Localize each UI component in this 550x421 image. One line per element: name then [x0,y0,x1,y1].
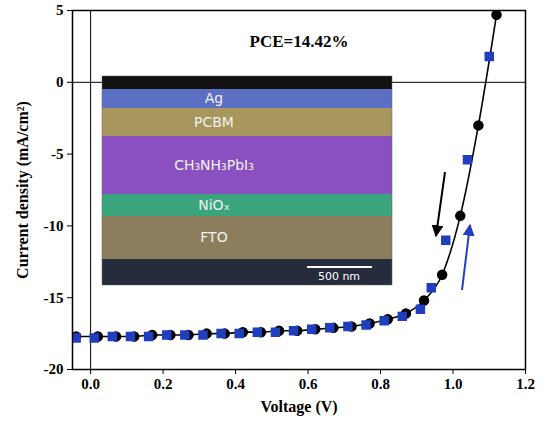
svg-text:-20: -20 [44,361,64,377]
svg-text:NiOₓ: NiOₓ [198,197,230,213]
svg-text:FTO: FTO [200,229,227,245]
svg-text:Current density (mA/cm²): Current density (mA/cm²) [14,101,32,279]
svg-text:5: 5 [56,2,64,18]
svg-text:PCBM: PCBM [194,114,234,130]
svg-text:-15: -15 [44,290,64,306]
svg-text:PCE=14.42%: PCE=14.42% [250,32,349,51]
svg-text:0.8: 0.8 [371,376,390,392]
svg-text:1.2: 1.2 [516,376,535,392]
svg-text:Voltage (V): Voltage (V) [260,398,337,416]
svg-text:-5: -5 [51,146,64,162]
svg-text:CH₃NH₃PbI₃: CH₃NH₃PbI₃ [174,157,254,173]
svg-text:0.4: 0.4 [226,376,245,392]
svg-text:0.2: 0.2 [154,376,173,392]
svg-text:0: 0 [56,74,64,90]
svg-text:1.0: 1.0 [444,376,463,392]
svg-text:Ag: Ag [205,90,223,106]
svg-text:500 nm: 500 nm [318,270,360,283]
svg-text:0.0: 0.0 [81,376,100,392]
svg-text:0.6: 0.6 [299,376,318,392]
svg-text:-10: -10 [44,218,64,234]
